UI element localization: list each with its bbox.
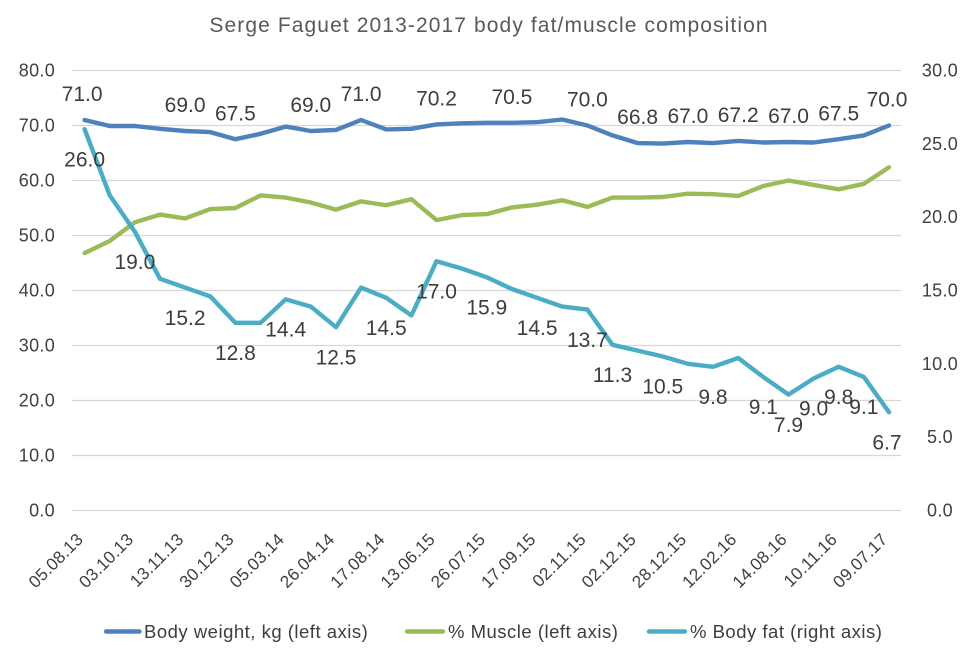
svg-text:10.0: 10.0 xyxy=(19,446,55,466)
svg-text:70.2: 70.2 xyxy=(416,88,457,111)
svg-text:15.0: 15.0 xyxy=(922,281,958,301)
svg-text:19.0: 19.0 xyxy=(114,251,155,274)
svg-text:25.0: 25.0 xyxy=(922,134,958,154)
svg-text:0.0: 0.0 xyxy=(927,501,953,521)
svg-text:67.2: 67.2 xyxy=(718,104,759,127)
svg-text:6.7: 6.7 xyxy=(872,431,901,454)
svg-text:% Muscle (left axis): % Muscle (left axis) xyxy=(448,621,618,642)
svg-text:12.8: 12.8 xyxy=(215,342,256,365)
svg-text:20.0: 20.0 xyxy=(922,207,958,227)
svg-text:9.1: 9.1 xyxy=(749,396,778,419)
svg-text:Body weight, kg (left axis): Body weight, kg (left axis) xyxy=(144,621,368,642)
svg-text:70.5: 70.5 xyxy=(491,86,532,109)
svg-text:10.0: 10.0 xyxy=(922,354,958,374)
svg-text:7.9: 7.9 xyxy=(774,414,803,437)
svg-text:67.5: 67.5 xyxy=(215,102,256,125)
svg-text:5.0: 5.0 xyxy=(927,427,953,447)
svg-text:17.0: 17.0 xyxy=(416,280,457,303)
svg-text:70.0: 70.0 xyxy=(19,116,55,136)
svg-text:30.0: 30.0 xyxy=(19,336,55,356)
svg-text:13.7: 13.7 xyxy=(567,329,608,352)
svg-text:15.2: 15.2 xyxy=(165,307,206,330)
svg-text:69.0: 69.0 xyxy=(290,94,331,117)
svg-text:10.5: 10.5 xyxy=(642,376,683,399)
svg-text:9.0: 9.0 xyxy=(799,398,828,421)
svg-text:69.0: 69.0 xyxy=(165,94,206,117)
svg-text:14.5: 14.5 xyxy=(517,317,558,340)
svg-text:9.8: 9.8 xyxy=(824,386,853,409)
svg-text:60.0: 60.0 xyxy=(19,171,55,191)
svg-text:70.0: 70.0 xyxy=(867,89,908,112)
svg-text:14.5: 14.5 xyxy=(366,317,407,340)
svg-text:9.8: 9.8 xyxy=(698,386,727,409)
svg-text:67.0: 67.0 xyxy=(768,105,809,128)
svg-text:0.0: 0.0 xyxy=(29,501,55,521)
svg-text:71.0: 71.0 xyxy=(62,83,103,106)
svg-text:9.1: 9.1 xyxy=(849,396,878,419)
svg-text:67.5: 67.5 xyxy=(818,102,859,125)
svg-text:% Body fat (right axis): % Body fat (right axis) xyxy=(690,621,882,642)
svg-text:20.0: 20.0 xyxy=(19,391,55,411)
svg-text:80.0: 80.0 xyxy=(19,61,55,81)
svg-text:Serge Faguet 2013-2017 body fa: Serge Faguet 2013-2017 body fat/muscle c… xyxy=(209,14,768,37)
svg-text:12.5: 12.5 xyxy=(316,346,357,369)
svg-text:70.0: 70.0 xyxy=(567,89,608,112)
svg-text:66.8: 66.8 xyxy=(617,106,658,129)
svg-text:30.0: 30.0 xyxy=(922,61,958,81)
svg-text:26.0: 26.0 xyxy=(64,148,105,171)
svg-text:14.4: 14.4 xyxy=(265,319,306,342)
svg-text:40.0: 40.0 xyxy=(19,281,55,301)
svg-text:11.3: 11.3 xyxy=(593,364,632,387)
svg-text:71.0: 71.0 xyxy=(341,83,382,106)
svg-text:15.9: 15.9 xyxy=(466,297,507,320)
svg-text:50.0: 50.0 xyxy=(19,226,55,246)
svg-text:67.0: 67.0 xyxy=(667,105,708,128)
